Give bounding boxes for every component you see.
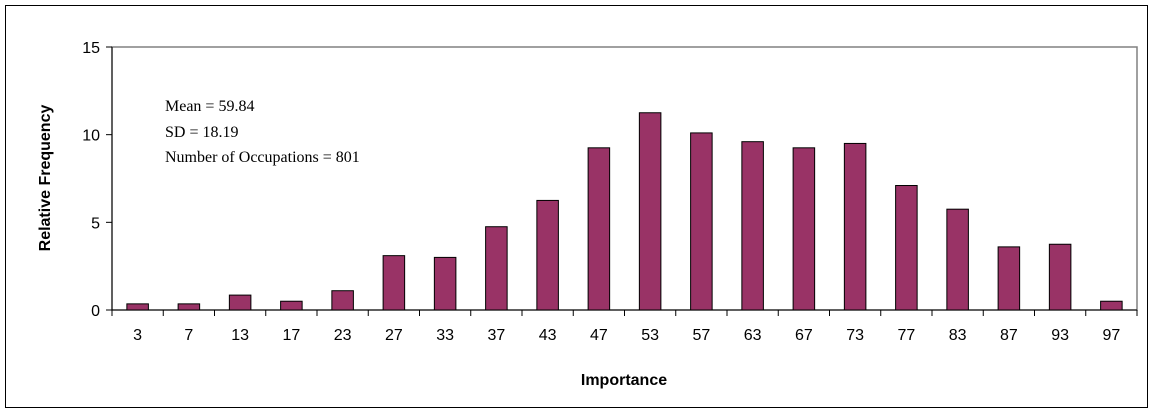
x-tick-label: 87 <box>1000 327 1018 344</box>
x-axis-title: Importance <box>581 372 667 389</box>
bar-33 <box>433 256 457 311</box>
x-tick-label: 17 <box>282 327 300 344</box>
x-tick-label: 33 <box>436 327 454 344</box>
x-tick-label: 63 <box>744 327 762 344</box>
x-tick-label: 83 <box>949 327 967 344</box>
x-tick-label: 53 <box>641 327 659 344</box>
bar-13 <box>228 294 252 311</box>
bar-87 <box>997 246 1021 311</box>
bar-63 <box>741 141 764 311</box>
y-tick-label: 5 <box>91 215 100 232</box>
x-tick-label: 67 <box>795 327 813 344</box>
bar-77 <box>895 185 918 311</box>
x-tick-label: 93 <box>1051 327 1069 344</box>
y-axis-title: Relative Frequency <box>37 105 54 252</box>
x-axis: 3 7 13 17 23 27 33 37 43 47 53 57 63 67 73 77 83 87 93 97 <box>111 309 1138 344</box>
bar-53 <box>638 112 662 311</box>
bar-7 <box>177 303 201 311</box>
x-tick-label: 7 <box>184 327 193 344</box>
x-tick-label: 27 <box>385 327 403 344</box>
bar-17 <box>280 300 303 311</box>
plot-area <box>111 46 1138 311</box>
bar-37 <box>485 226 508 311</box>
y-tick-label: 15 <box>82 40 100 57</box>
stats-annotation: Mean = 59.84 SD = 18.19 Number of Occupa… <box>165 98 360 166</box>
x-tick-label: 37 <box>487 327 505 344</box>
x-tick-label: 13 <box>231 327 249 344</box>
chart-frame <box>5 5 1148 408</box>
bar-83 <box>946 208 969 311</box>
bar-23 <box>331 290 354 311</box>
bar-3 <box>126 303 149 311</box>
x-tick-label: 3 <box>133 327 142 344</box>
x-tick-label: 73 <box>846 327 864 344</box>
y-tick-label: 10 <box>82 128 100 145</box>
stat-mean: Mean = 59.84 <box>165 98 254 115</box>
y-axis: 0 5 10 15 <box>82 40 113 320</box>
x-tick-label: 57 <box>692 327 710 344</box>
bar-97 <box>1100 300 1123 311</box>
bar-67 <box>792 147 816 311</box>
x-tick-label: 47 <box>590 327 608 344</box>
bar-73 <box>843 142 867 311</box>
bar-57 <box>690 132 713 311</box>
y-tick-label: 0 <box>91 303 100 320</box>
bar-43 <box>536 199 559 311</box>
bars-group <box>126 112 1123 311</box>
bar-47 <box>587 147 611 311</box>
x-tick-label: 97 <box>1102 327 1120 344</box>
x-tick-label: 77 <box>897 327 915 344</box>
stat-count: Number of Occupations = 801 <box>165 149 360 166</box>
x-tick-label: 43 <box>539 327 557 344</box>
x-tick-label: 23 <box>334 327 352 344</box>
stat-sd: SD = 18.19 <box>165 124 238 141</box>
bar-27 <box>382 255 406 311</box>
bar-93 <box>1048 243 1072 311</box>
